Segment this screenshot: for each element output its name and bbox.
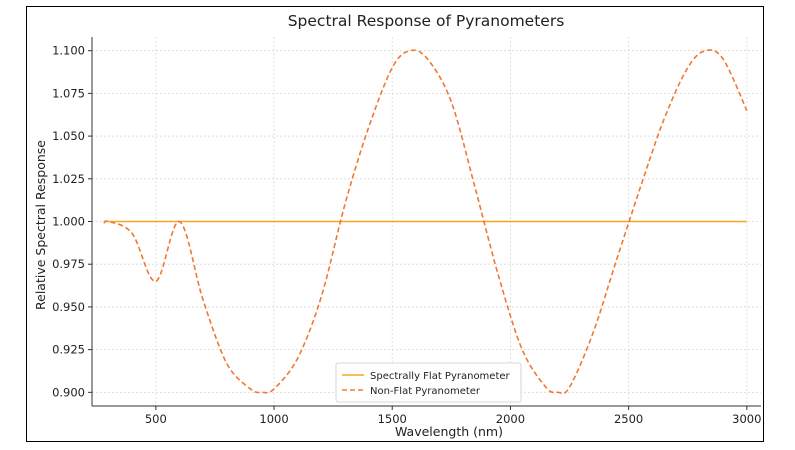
legend-label: Non-Flat Pyranometer: [370, 386, 481, 397]
legend-box: [335, 362, 522, 403]
chart-frame: Spectral Response of Pyranometers 500 100…: [26, 6, 764, 442]
x-axis-label: Wavelength (nm): [395, 424, 503, 439]
legend-label: Spectrally Flat Pyranometer: [370, 371, 511, 382]
series-group: [103, 49, 748, 395]
y-tick-label: 0.975: [52, 257, 85, 271]
series-line-non-flat: [103, 49, 748, 395]
tick-labels: 500 1000 1500 2000 2500 3000 0.900 0.925 0.950 0.…: [52, 44, 761, 426]
y-tick-label: 1.050: [52, 129, 85, 143]
legend: Spectrally Flat Pyranometer Non-Flat Pyra…: [335, 362, 522, 403]
y-tick-label: 0.925: [52, 343, 85, 357]
y-tick-label: 1.100: [52, 44, 85, 58]
chart-svg: Spectral Response of Pyranometers 500 100…: [33, 12, 761, 439]
axes: [88, 37, 761, 410]
x-tick-label: 3000: [732, 412, 761, 426]
y-tick-label: 1.000: [52, 215, 85, 229]
y-axis-label: Relative Spectral Response: [33, 140, 48, 310]
x-tick-label: 2000: [496, 412, 525, 426]
y-tick-label: 0.950: [52, 300, 85, 314]
x-tick-label: 500: [145, 412, 167, 426]
y-tick-label: 1.075: [52, 86, 85, 100]
x-tick-label: 2500: [614, 412, 643, 426]
x-tick-label: 1500: [378, 412, 407, 426]
y-tick-label: 0.900: [52, 385, 85, 399]
y-tick-label: 1.025: [52, 172, 85, 186]
x-tick-label: 1000: [259, 412, 288, 426]
chart-title: Spectral Response of Pyranometers: [288, 12, 565, 30]
